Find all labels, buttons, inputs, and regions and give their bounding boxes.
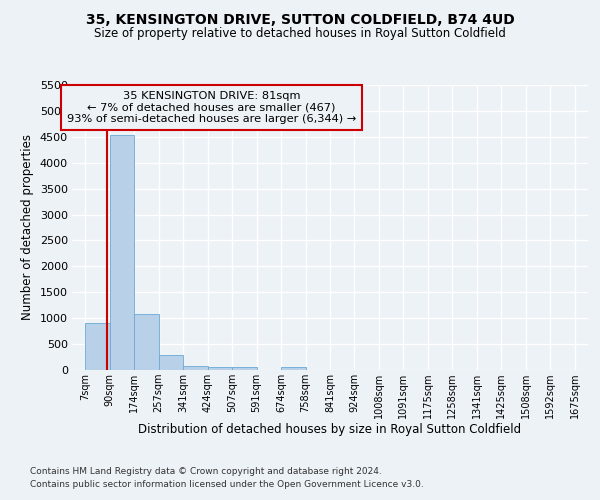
Text: Contains public sector information licensed under the Open Government Licence v3: Contains public sector information licen… [30,480,424,489]
Text: 35, KENSINGTON DRIVE, SUTTON COLDFIELD, B74 4UD: 35, KENSINGTON DRIVE, SUTTON COLDFIELD, … [86,12,514,26]
Text: Distribution of detached houses by size in Royal Sutton Coldfield: Distribution of detached houses by size … [139,422,521,436]
Bar [183,366,208,370]
Text: Contains HM Land Registry data © Crown copyright and database right 2024.: Contains HM Land Registry data © Crown c… [30,468,382,476]
Bar [110,134,134,370]
Text: 35 KENSINGTON DRIVE: 81sqm
← 7% of detached houses are smaller (467)
93% of semi: 35 KENSINGTON DRIVE: 81sqm ← 7% of detac… [67,90,356,124]
Bar [85,324,110,370]
Text: Size of property relative to detached houses in Royal Sutton Coldfield: Size of property relative to detached ho… [94,28,506,40]
Bar [134,314,158,370]
Y-axis label: Number of detached properties: Number of detached properties [21,134,34,320]
Bar [158,354,183,370]
Bar [208,367,232,370]
Bar [281,368,305,370]
Bar [232,368,257,370]
